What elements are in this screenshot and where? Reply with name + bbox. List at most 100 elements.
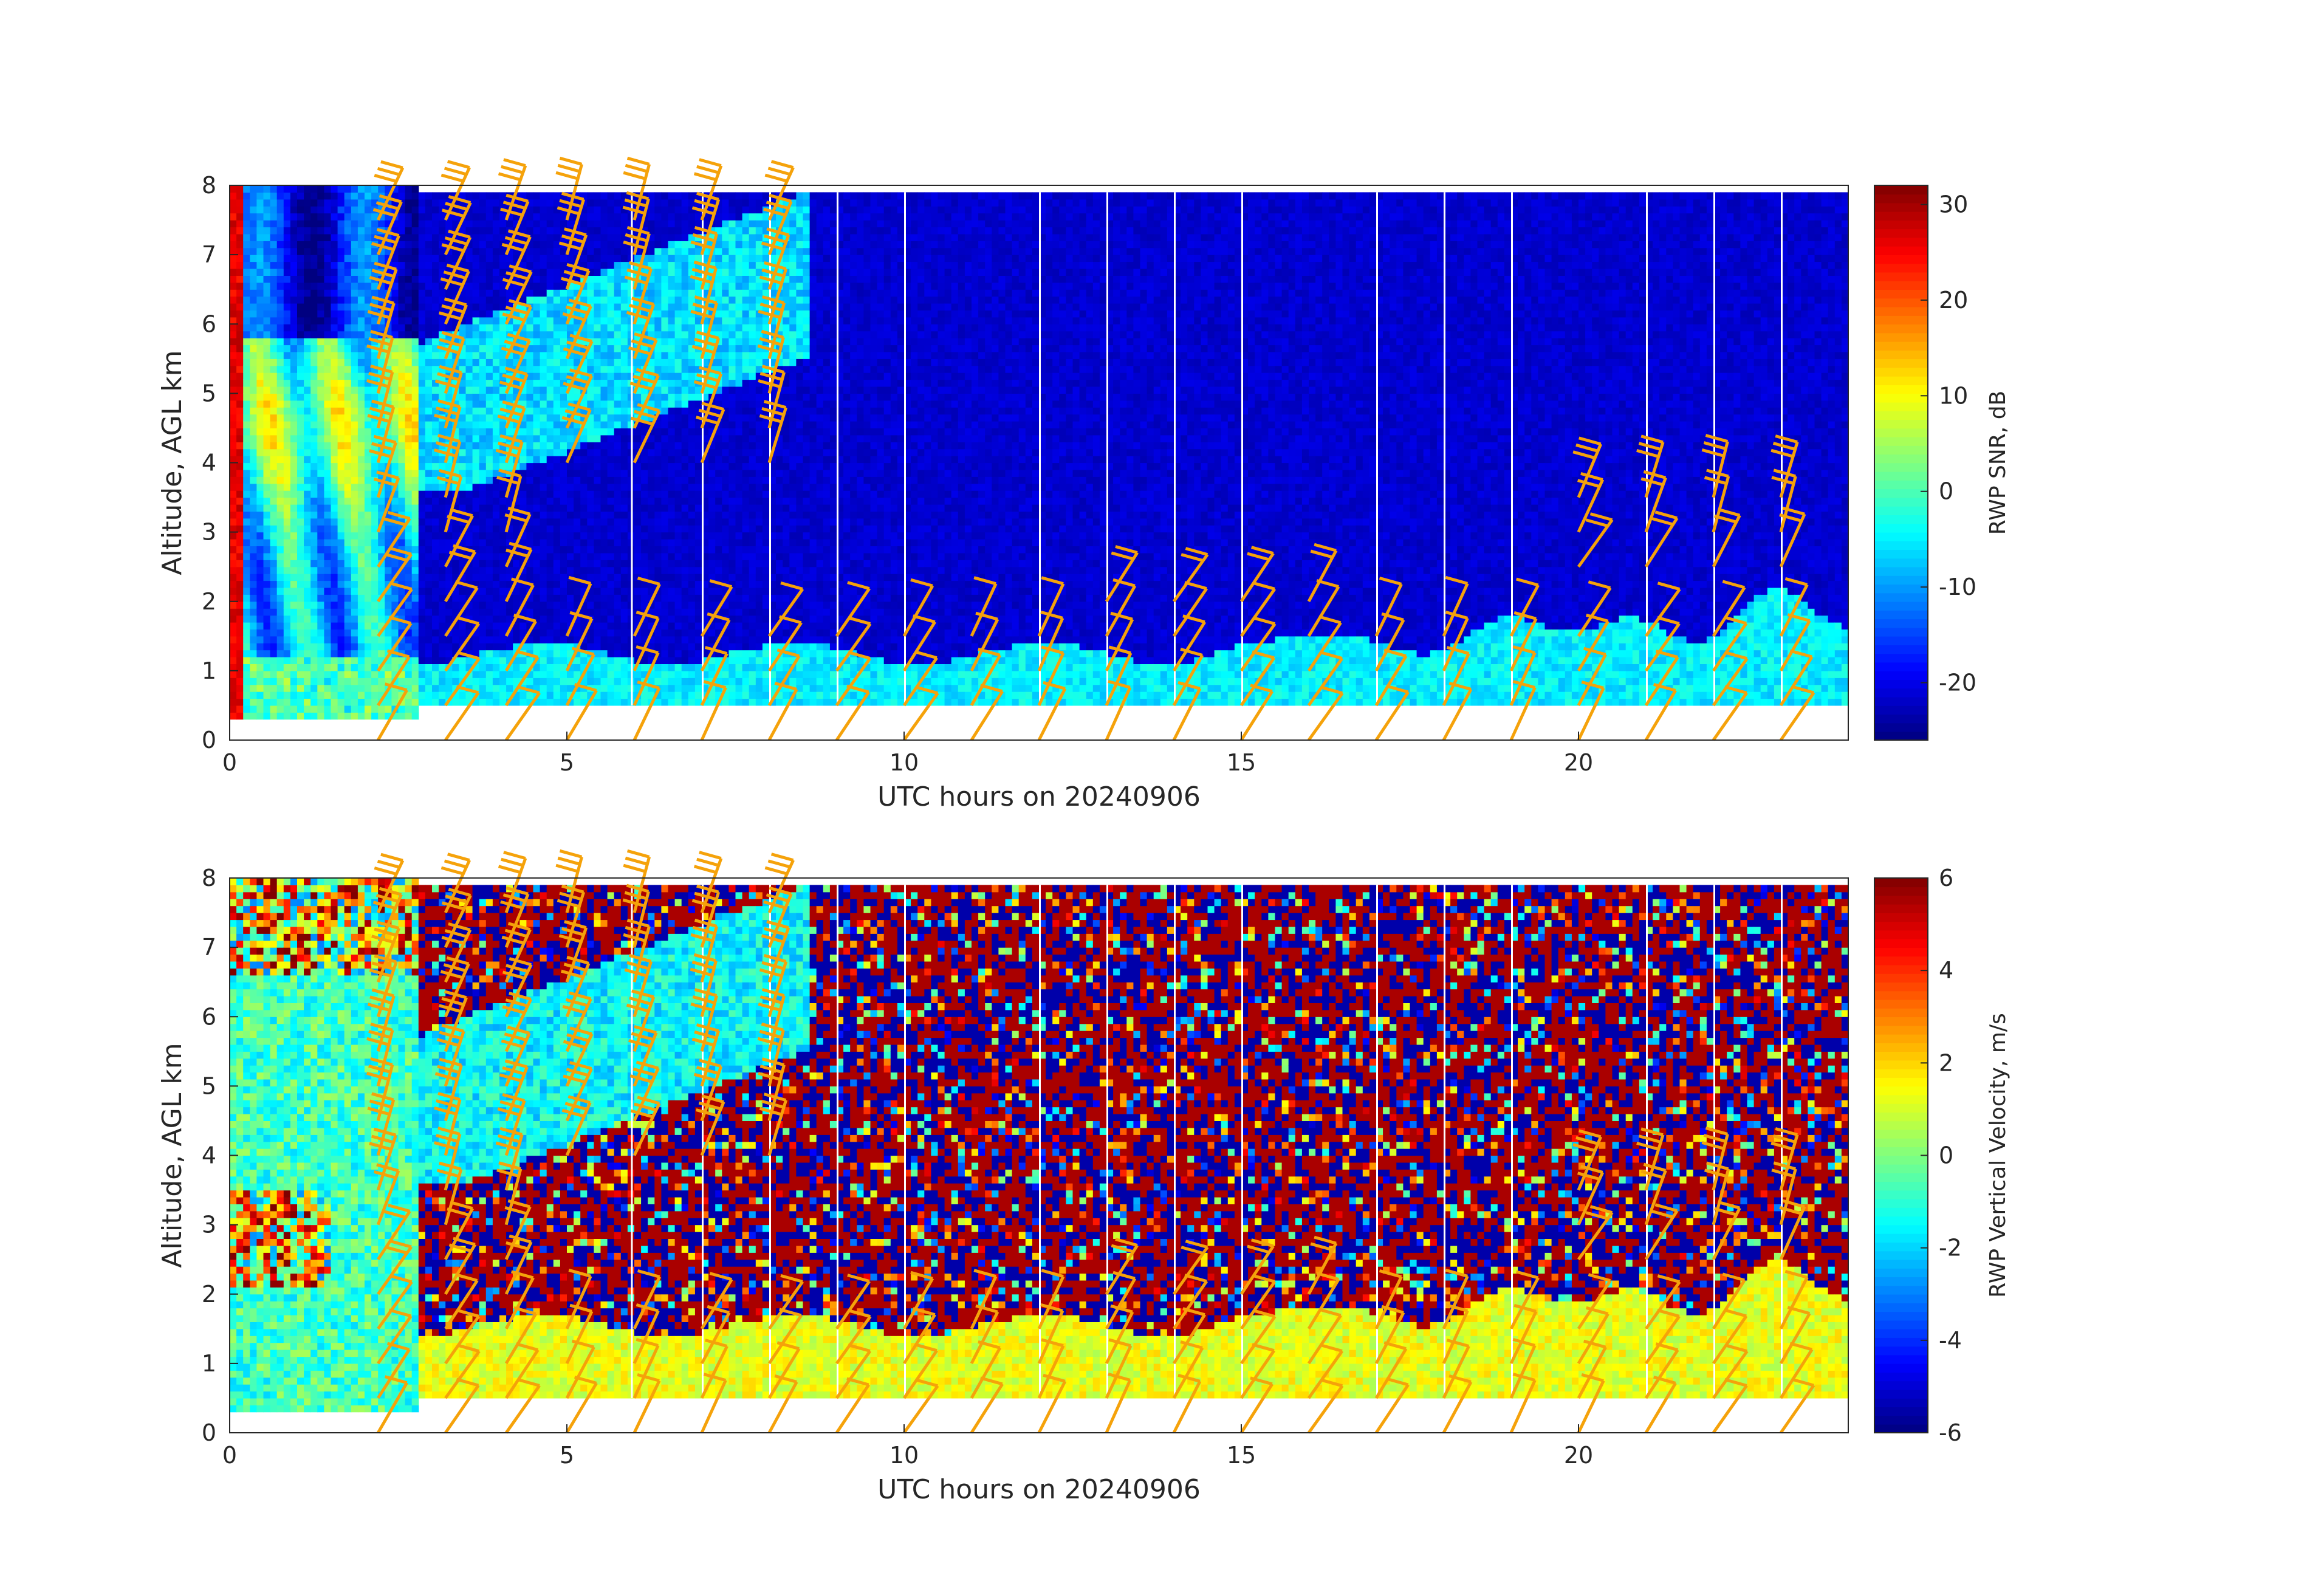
heatmap-cell [432, 685, 439, 692]
heatmap-cell [654, 262, 662, 269]
heatmap-cell [634, 490, 642, 498]
heatmap-cell [324, 414, 331, 422]
heatmap-cell [351, 400, 358, 408]
heatmap-cell [412, 213, 419, 221]
heatmap-cell [344, 498, 352, 505]
heatmap-cell [317, 248, 324, 255]
heatmap-cell [331, 581, 338, 588]
heatmap-cell [250, 470, 257, 477]
heatmap-cell [425, 400, 433, 408]
heatmap-cell [338, 608, 345, 616]
heatmap-cell [587, 352, 594, 359]
heatmap-cell [399, 213, 406, 221]
heatmap-cell [540, 622, 547, 629]
heatmap-cell [324, 241, 331, 248]
heatmap-cell [250, 297, 257, 304]
heatmap-cell [230, 574, 237, 581]
heatmap-cell [243, 414, 250, 422]
heatmap-cell [310, 442, 318, 449]
snr-heatmap [230, 185, 1849, 719]
heatmap-cell [371, 463, 379, 470]
heatmap-cell [466, 442, 473, 449]
heatmap-cell [540, 504, 547, 512]
heatmap-cell [297, 470, 304, 477]
heatmap-cell [317, 331, 324, 338]
heatmap-cell [358, 366, 365, 373]
heatmap-cell [284, 463, 291, 470]
heatmap-cell [270, 435, 278, 442]
heatmap-cell [479, 581, 487, 588]
heatmap-cell [587, 608, 594, 616]
heatmap-cell [412, 546, 419, 554]
heatmap-cell [230, 518, 237, 526]
heatmap-cell [290, 574, 298, 581]
heatmap-cell [499, 393, 507, 400]
heatmap-cell [331, 400, 338, 408]
heatmap-cell [608, 227, 615, 235]
heatmap-cell [594, 504, 601, 512]
heatmap-cell [358, 255, 365, 262]
heatmap-cell [493, 685, 500, 692]
heatmap-cell [310, 685, 318, 692]
heatmap-cell [243, 428, 250, 435]
heatmap-cell [331, 449, 338, 456]
heatmap-cell [297, 677, 304, 685]
heatmap-cell [601, 269, 608, 276]
heatmap-cell [479, 574, 487, 581]
heatmap-cell [432, 567, 439, 574]
heatmap-cell [580, 476, 588, 484]
heatmap-cell [358, 275, 365, 283]
heatmap-cell [668, 262, 676, 269]
heatmap-cell [540, 435, 547, 442]
heatmap-cell [419, 317, 426, 324]
heatmap-cell [554, 622, 561, 629]
heatmap-cell [425, 366, 433, 373]
heatmap-cell [243, 677, 250, 685]
heatmap-cell [297, 206, 304, 213]
heatmap-cell [297, 518, 304, 526]
heatmap-cell [264, 490, 271, 498]
heatmap-cell [493, 192, 500, 199]
heatmap-cell [560, 560, 567, 567]
heatmap-cell [473, 532, 480, 540]
heatmap-cell [540, 414, 547, 422]
heatmap-cell [264, 358, 271, 366]
heatmap-cell [499, 269, 507, 276]
heatmap-cell [371, 574, 379, 581]
heatmap-cell [250, 220, 257, 227]
heatmap-cell [641, 567, 648, 574]
heatmap-cell [459, 435, 466, 442]
heatmap-cell [466, 227, 473, 235]
heatmap-cell [365, 255, 372, 262]
heatmap-cell [614, 470, 622, 477]
heatmap-cell [243, 650, 250, 657]
heatmap-cell [243, 283, 250, 290]
heatmap-cell [277, 421, 284, 428]
heatmap-cell [358, 248, 365, 255]
heatmap-cell [338, 712, 345, 719]
heatmap-cell [378, 712, 385, 719]
heatmap-cell [230, 275, 237, 283]
heatmap-cell [256, 691, 264, 699]
heatmap-cell [547, 560, 554, 567]
heatmap-cell [419, 553, 426, 560]
heatmap-cell [243, 671, 250, 678]
heatmap-cell [425, 498, 433, 505]
heatmap-cell [344, 234, 352, 241]
heatmap-cell [344, 275, 352, 283]
heatmap-cell [493, 269, 500, 276]
heatmap-cell [587, 227, 594, 235]
heatmap-cell [297, 262, 304, 269]
heatmap-cell [560, 262, 567, 269]
heatmap-cell [331, 297, 338, 304]
heatmap-cell [290, 269, 298, 276]
heatmap-cell [250, 192, 257, 199]
heatmap-cell [304, 393, 311, 400]
heatmap-cell [526, 421, 533, 428]
heatmap-cell [554, 490, 561, 498]
heatmap-cell [608, 691, 615, 699]
heatmap-cell [264, 546, 271, 554]
heatmap-cell [297, 602, 304, 609]
heatmap-cell [540, 386, 547, 394]
heatmap-cell [310, 484, 318, 491]
